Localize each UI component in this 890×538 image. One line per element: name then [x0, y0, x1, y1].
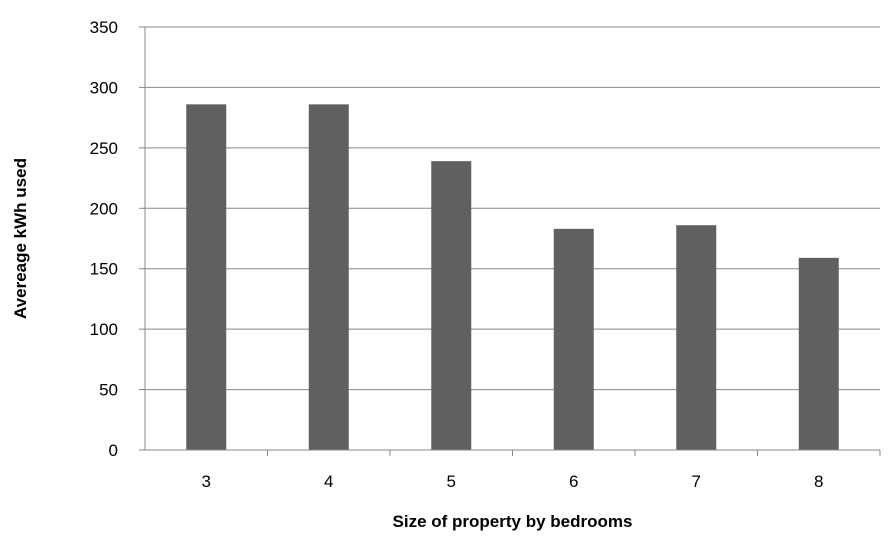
- x-tick-label: 8: [814, 472, 823, 491]
- bar: [553, 228, 594, 450]
- y-tick-label: 100: [90, 320, 118, 339]
- y-tick-labels: 0 50 100 150 200 250 300 350: [90, 18, 118, 460]
- bar: [676, 225, 717, 450]
- bars: [186, 104, 839, 450]
- bar: [431, 161, 472, 450]
- x-tick-label: 3: [202, 472, 211, 491]
- x-tick-label: 4: [324, 472, 333, 491]
- y-tick-label: 300: [90, 78, 118, 97]
- bar: [186, 104, 227, 450]
- y-tick-label: 150: [90, 260, 118, 279]
- axes: [139, 26, 881, 456]
- grid-lines: [145, 26, 880, 391]
- y-tick-label: 0: [109, 441, 118, 460]
- x-axis-title: Size of property by bedrooms: [393, 512, 633, 531]
- x-tick-labels: 3 4 5 6 7 8: [202, 472, 824, 491]
- bar: [798, 257, 839, 450]
- y-tick-label: 350: [90, 18, 118, 37]
- bar: [308, 104, 349, 450]
- y-tick-label: 50: [99, 381, 118, 400]
- x-tick-label: 6: [569, 472, 578, 491]
- x-tick-label: 5: [447, 472, 456, 491]
- y-tick-label: 250: [90, 139, 118, 158]
- y-axis-title: Avereage kWh used: [11, 158, 30, 319]
- y-tick-label: 200: [90, 199, 118, 218]
- x-tick-label: 7: [692, 472, 701, 491]
